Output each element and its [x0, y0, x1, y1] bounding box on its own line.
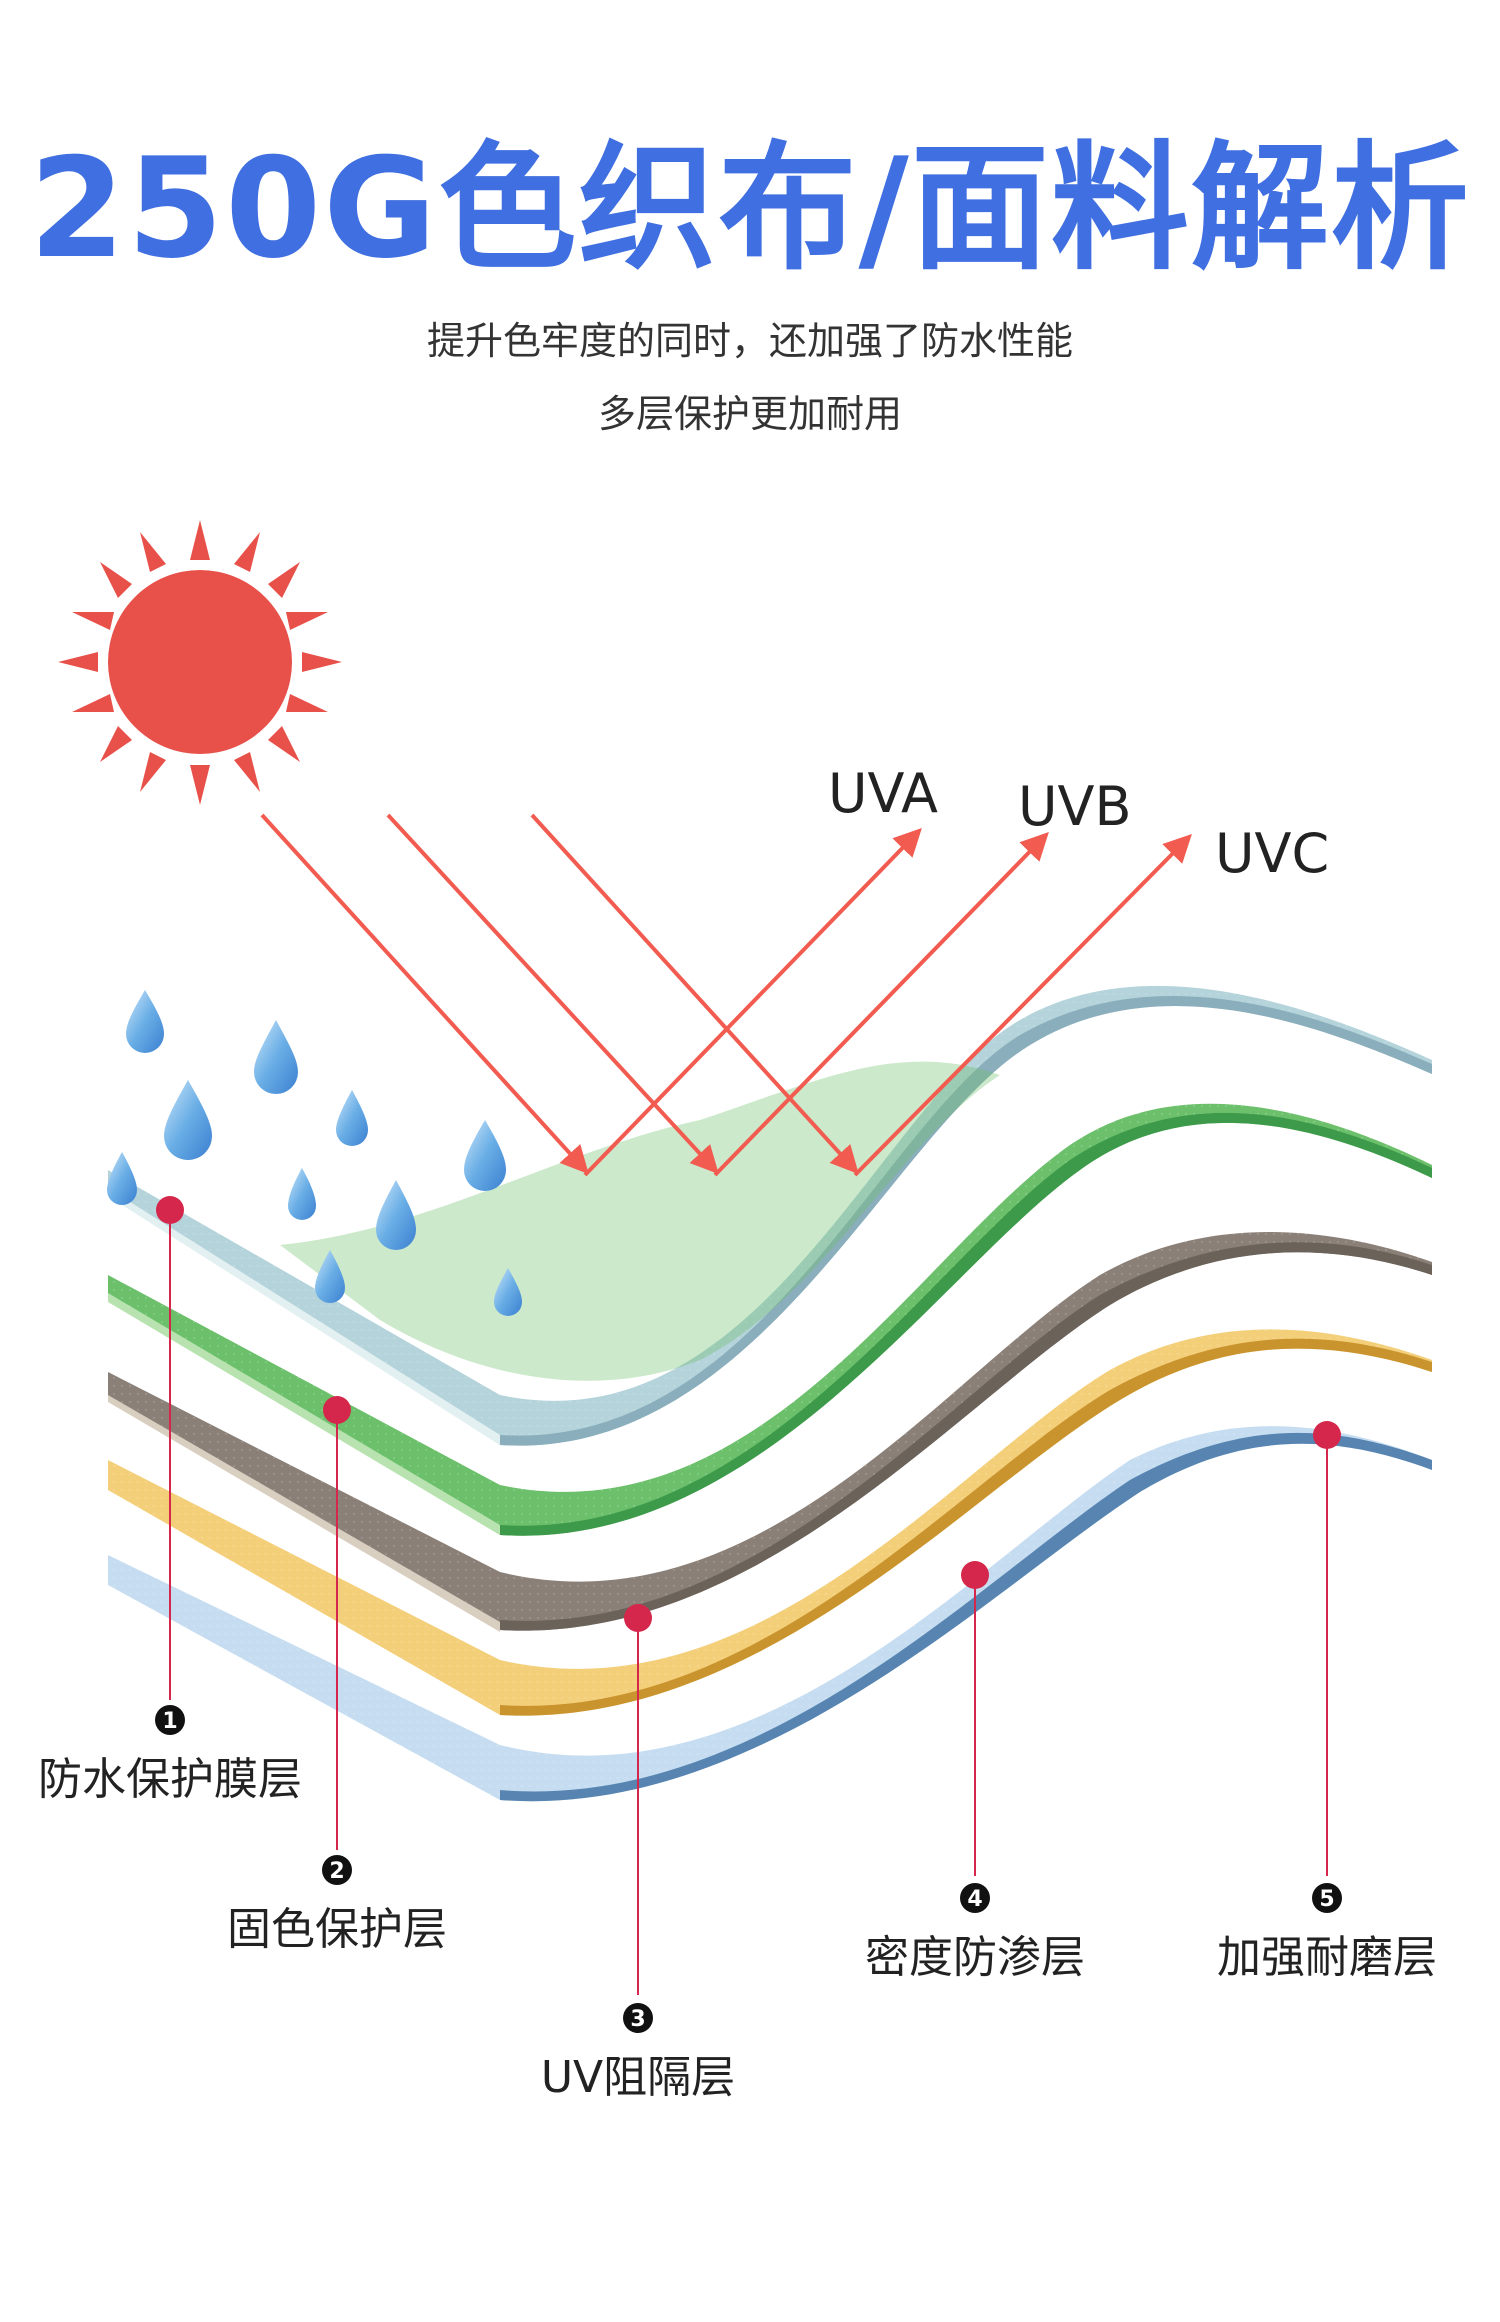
- water-drop-icon: [315, 1250, 345, 1303]
- layer-5-leader: 5: [1312, 1421, 1342, 1913]
- water-drops: [107, 990, 522, 1316]
- water-drop-icon: [376, 1180, 416, 1250]
- subtitle-line-2: 多层保护更加耐用: [597, 392, 902, 436]
- layer-color-fix: [108, 1103, 1432, 1536]
- uva-label: UVA: [828, 762, 938, 825]
- layer-3-label: UV阻隔层: [540, 2052, 736, 2103]
- layer-wear-resistant: [108, 1426, 1432, 1802]
- uva-reflected-arrow: [583, 827, 922, 1177]
- layer-5-number: 5: [1319, 1887, 1334, 1912]
- uv-arrows: [260, 813, 1192, 1177]
- layer-5-marker: [1313, 1421, 1341, 1449]
- layer-waterproof: [108, 985, 1432, 1446]
- water-drop-icon: [107, 1152, 137, 1205]
- uvb-reflected-arrow: [713, 831, 1049, 1177]
- uvb-label: UVB: [1018, 775, 1132, 838]
- page-title: 250G色织布/面料解析: [29, 128, 1471, 289]
- uvc-label: UVC: [1215, 822, 1329, 885]
- layer-1-leader: 1: [155, 1196, 185, 1735]
- water-drop-icon: [494, 1268, 522, 1316]
- sun-icon: [58, 520, 342, 805]
- layer-2-number: 2: [329, 1859, 344, 1884]
- layer-1-marker: [156, 1196, 184, 1224]
- layer-4-number: 4: [967, 1887, 982, 1912]
- uvb-incoming-arrow: [386, 813, 719, 1175]
- layer-1-number: 1: [162, 1709, 177, 1734]
- water-drop-icon: [464, 1120, 506, 1191]
- water-drop-icon: [126, 990, 164, 1053]
- layer-2-label: 固色保护层: [227, 1904, 447, 1955]
- layer-5-label: 加强耐磨层: [1217, 1932, 1437, 1983]
- layer-2-marker: [323, 1396, 351, 1424]
- uvc-incoming-arrow: [530, 813, 859, 1175]
- layer-4-leader: 4: [960, 1561, 990, 1913]
- layer-4-marker: [961, 1561, 989, 1589]
- layer-3-marker: [624, 1604, 652, 1632]
- layer-1-label: 防水保护膜层: [38, 1754, 302, 1805]
- subtitle-line-1: 提升色牢度的同时，还加强了防水性能: [426, 319, 1073, 363]
- water-drop-icon: [336, 1090, 368, 1146]
- layer-density: [108, 1329, 1432, 1716]
- uvc-reflected-arrow: [853, 834, 1192, 1177]
- layer-3-number: 3: [630, 2007, 645, 2032]
- water-drop-icon: [254, 1020, 298, 1094]
- water-drop-icon: [288, 1168, 316, 1220]
- uva-incoming-arrow: [260, 813, 589, 1175]
- water-drop-icon: [164, 1080, 212, 1160]
- layer-3-leader: 3: [623, 1604, 653, 2033]
- layer-uv-barrier: [108, 1232, 1432, 1632]
- layer-4-label: 密度防渗层: [865, 1932, 1085, 1983]
- layer-2-leader: 2: [322, 1396, 352, 1885]
